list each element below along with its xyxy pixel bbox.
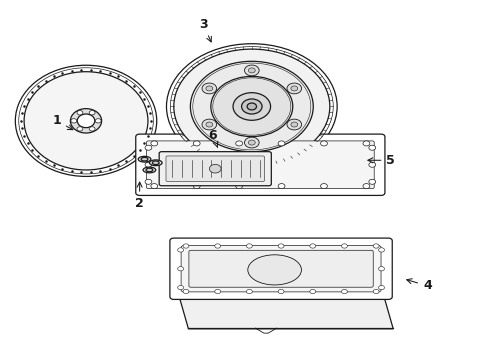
Ellipse shape <box>320 141 327 146</box>
Ellipse shape <box>77 111 82 115</box>
Ellipse shape <box>278 184 285 189</box>
Ellipse shape <box>214 289 220 294</box>
Ellipse shape <box>177 285 183 290</box>
Ellipse shape <box>378 267 384 271</box>
Ellipse shape <box>362 141 369 146</box>
Ellipse shape <box>278 289 284 294</box>
Ellipse shape <box>320 184 327 189</box>
Ellipse shape <box>233 93 270 120</box>
Ellipse shape <box>77 114 95 128</box>
Ellipse shape <box>193 184 200 189</box>
Ellipse shape <box>286 119 301 130</box>
Ellipse shape <box>173 49 329 164</box>
Text: 1: 1 <box>52 114 73 130</box>
Ellipse shape <box>151 184 158 189</box>
Ellipse shape <box>143 167 156 173</box>
Ellipse shape <box>145 162 152 167</box>
FancyBboxPatch shape <box>159 152 271 186</box>
Ellipse shape <box>152 161 159 165</box>
Ellipse shape <box>368 145 375 150</box>
Ellipse shape <box>278 244 284 248</box>
Polygon shape <box>178 295 392 329</box>
Text: 4: 4 <box>406 279 431 292</box>
Ellipse shape <box>146 168 153 172</box>
Ellipse shape <box>205 86 212 91</box>
Ellipse shape <box>368 179 375 184</box>
Ellipse shape <box>141 157 148 161</box>
Ellipse shape <box>372 244 378 248</box>
Ellipse shape <box>246 289 252 294</box>
Ellipse shape <box>205 122 212 127</box>
Text: 6: 6 <box>208 129 217 147</box>
Ellipse shape <box>235 141 242 146</box>
Ellipse shape <box>214 244 220 248</box>
Ellipse shape <box>77 127 82 131</box>
Ellipse shape <box>246 244 252 248</box>
Ellipse shape <box>248 140 255 145</box>
Ellipse shape <box>278 141 285 146</box>
Ellipse shape <box>372 289 378 294</box>
Ellipse shape <box>24 72 148 170</box>
Ellipse shape <box>378 285 384 290</box>
FancyBboxPatch shape <box>169 238 391 300</box>
Ellipse shape <box>241 99 262 114</box>
FancyBboxPatch shape <box>136 134 384 195</box>
Ellipse shape <box>378 248 384 252</box>
FancyBboxPatch shape <box>165 156 264 181</box>
Ellipse shape <box>15 65 157 176</box>
Ellipse shape <box>145 179 152 184</box>
Text: 5: 5 <box>367 154 394 167</box>
Ellipse shape <box>183 244 188 248</box>
Ellipse shape <box>202 119 216 130</box>
Ellipse shape <box>309 289 315 294</box>
Ellipse shape <box>89 127 95 131</box>
Ellipse shape <box>246 103 256 110</box>
Ellipse shape <box>341 289 346 294</box>
Ellipse shape <box>149 160 162 166</box>
Ellipse shape <box>341 244 346 248</box>
FancyBboxPatch shape <box>146 141 373 189</box>
Ellipse shape <box>235 184 242 189</box>
FancyBboxPatch shape <box>181 246 380 292</box>
Ellipse shape <box>244 65 259 76</box>
Ellipse shape <box>151 141 158 146</box>
Ellipse shape <box>70 109 102 133</box>
Ellipse shape <box>166 44 336 169</box>
Ellipse shape <box>210 76 292 136</box>
Ellipse shape <box>309 244 315 248</box>
Ellipse shape <box>368 162 375 167</box>
Ellipse shape <box>193 141 200 146</box>
Ellipse shape <box>89 111 95 115</box>
Ellipse shape <box>145 145 152 150</box>
Text: 3: 3 <box>198 18 211 42</box>
Ellipse shape <box>138 156 151 162</box>
Ellipse shape <box>244 137 259 148</box>
Ellipse shape <box>290 122 297 127</box>
Ellipse shape <box>190 61 313 152</box>
Ellipse shape <box>209 165 221 173</box>
Ellipse shape <box>177 248 183 252</box>
Text: 2: 2 <box>135 182 144 210</box>
Ellipse shape <box>362 184 369 189</box>
Ellipse shape <box>248 68 255 73</box>
Ellipse shape <box>202 83 216 94</box>
Ellipse shape <box>290 86 297 91</box>
Ellipse shape <box>177 267 183 271</box>
Ellipse shape <box>247 255 301 285</box>
Ellipse shape <box>71 119 77 123</box>
Ellipse shape <box>183 289 188 294</box>
FancyBboxPatch shape <box>188 250 372 287</box>
Ellipse shape <box>286 83 301 94</box>
Ellipse shape <box>95 119 101 123</box>
